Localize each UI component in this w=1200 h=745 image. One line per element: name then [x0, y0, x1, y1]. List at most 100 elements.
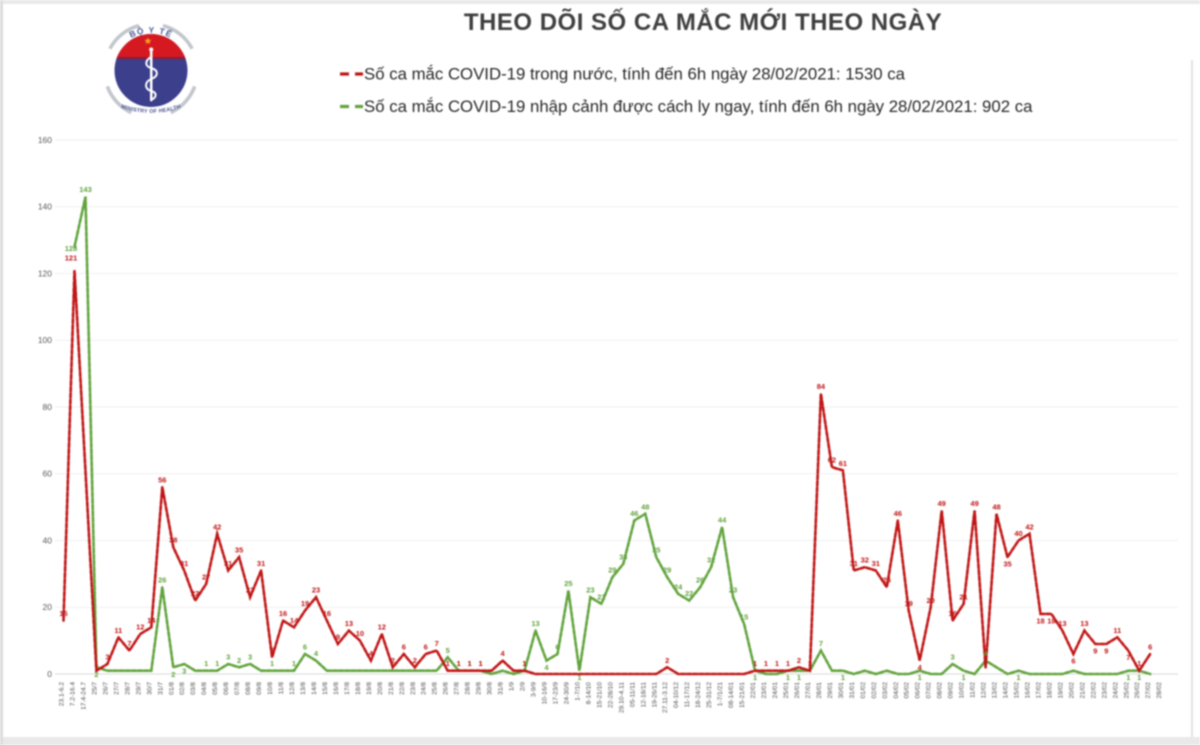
svg-text:32: 32 — [861, 556, 869, 565]
svg-text:29: 29 — [663, 566, 671, 575]
svg-text:1: 1 — [786, 659, 790, 668]
svg-text:25-31/12: 25-31/12 — [706, 682, 713, 708]
svg-text:2: 2 — [237, 656, 241, 665]
svg-text:22/02: 22/02 — [1090, 682, 1097, 699]
svg-text:2/9: 2/9 — [520, 682, 527, 691]
svg-text:18/8: 18/8 — [355, 682, 362, 695]
svg-text:26: 26 — [883, 576, 891, 585]
svg-text:25/7: 25/7 — [91, 682, 98, 695]
svg-text:24: 24 — [674, 582, 683, 591]
svg-text:10/8: 10/8 — [267, 682, 274, 695]
svg-text:07/8: 07/8 — [234, 682, 241, 695]
svg-text:31/7: 31/7 — [157, 682, 164, 695]
svg-text:23/8: 23/8 — [410, 682, 417, 695]
svg-text:28/02: 28/02 — [1156, 682, 1163, 699]
svg-text:9: 9 — [1093, 647, 1097, 656]
svg-text:08/02: 08/02 — [937, 682, 944, 699]
svg-text:21/02: 21/02 — [1079, 682, 1086, 699]
svg-text:27.11-3.12: 27.11-3.12 — [662, 682, 669, 713]
svg-text:1: 1 — [962, 673, 966, 682]
svg-text:11: 11 — [114, 626, 122, 635]
svg-text:1: 1 — [468, 659, 472, 668]
svg-text:1: 1 — [215, 659, 219, 668]
svg-text:5: 5 — [446, 646, 450, 655]
svg-text:1: 1 — [446, 659, 450, 668]
svg-text:1: 1 — [577, 673, 581, 682]
svg-text:17/02: 17/02 — [1036, 682, 1043, 699]
svg-text:1: 1 — [204, 659, 208, 668]
svg-text:22: 22 — [191, 589, 199, 598]
svg-text:7: 7 — [435, 639, 439, 648]
svg-text:16: 16 — [323, 609, 331, 618]
svg-text:3: 3 — [226, 653, 230, 662]
svg-text:27/7: 27/7 — [113, 682, 120, 695]
svg-text:04/8: 04/8 — [201, 682, 208, 695]
svg-text:26: 26 — [696, 576, 704, 585]
svg-text:13: 13 — [1080, 619, 1088, 628]
svg-text:1: 1 — [94, 659, 98, 668]
svg-text:1: 1 — [1126, 673, 1130, 682]
svg-text:1: 1 — [270, 659, 274, 668]
svg-text:42: 42 — [1025, 522, 1033, 531]
svg-text:2: 2 — [94, 670, 98, 679]
svg-text:10/02: 10/02 — [959, 682, 966, 699]
svg-text:1: 1 — [457, 659, 461, 668]
svg-text:4: 4 — [918, 663, 923, 672]
svg-text:22/8: 22/8 — [399, 682, 406, 695]
svg-text:19/8: 19/8 — [366, 682, 373, 695]
svg-text:11: 11 — [1113, 626, 1121, 635]
svg-text:1: 1 — [797, 673, 801, 682]
svg-text:16/02: 16/02 — [1025, 682, 1032, 699]
svg-text:31/01: 31/01 — [849, 682, 856, 699]
svg-text:12: 12 — [378, 623, 386, 632]
svg-text:12/8: 12/8 — [289, 682, 296, 695]
svg-text:1: 1 — [841, 673, 845, 682]
svg-text:6: 6 — [1071, 657, 1075, 666]
svg-text:4: 4 — [369, 649, 374, 658]
svg-text:3: 3 — [182, 667, 186, 676]
svg-text:06/8: 06/8 — [223, 682, 230, 695]
svg-text:18-24/12: 18-24/12 — [695, 682, 702, 708]
svg-text:6: 6 — [1148, 643, 1152, 652]
svg-text:27/8: 27/8 — [454, 682, 461, 695]
svg-text:33: 33 — [619, 552, 627, 561]
svg-text:8-14/10: 8-14/10 — [585, 682, 592, 705]
svg-text:42: 42 — [213, 522, 221, 531]
svg-text:07/02: 07/02 — [926, 682, 933, 699]
svg-text:06/02: 06/02 — [915, 682, 922, 699]
svg-text:21: 21 — [597, 592, 605, 601]
svg-text:32: 32 — [707, 556, 715, 565]
svg-text:04/02: 04/02 — [893, 682, 900, 699]
svg-text:29/01: 29/01 — [827, 682, 834, 699]
svg-text:13: 13 — [531, 619, 539, 628]
svg-text:7: 7 — [127, 639, 131, 648]
svg-text:27: 27 — [202, 572, 210, 581]
svg-text:24/02: 24/02 — [1112, 682, 1119, 699]
svg-text:4: 4 — [501, 649, 506, 658]
svg-text:84: 84 — [817, 382, 826, 391]
svg-text:23: 23 — [246, 586, 254, 595]
svg-text:13/8: 13/8 — [300, 682, 307, 695]
svg-text:16/8: 16/8 — [333, 682, 340, 695]
svg-text:31: 31 — [224, 559, 232, 568]
svg-text:19-26/11: 19-26/11 — [651, 682, 658, 708]
svg-text:61: 61 — [839, 459, 847, 468]
svg-text:04-10/12: 04-10/12 — [673, 682, 680, 708]
svg-text:THEO DÕI SỐ CA MẮC MỚI THEO NG: THEO DÕI SỐ CA MẮC MỚI THEO NGÀY — [464, 8, 942, 36]
svg-text:29: 29 — [608, 566, 616, 575]
svg-text:1: 1 — [522, 659, 526, 668]
svg-text:20: 20 — [43, 602, 53, 612]
svg-text:28/7: 28/7 — [124, 682, 131, 695]
svg-text:25/8: 25/8 — [432, 682, 439, 695]
svg-text:1-7/1/21: 1-7/1/21 — [717, 682, 724, 707]
svg-text:11/02: 11/02 — [970, 682, 977, 698]
svg-text:15/02: 15/02 — [1014, 682, 1021, 699]
svg-text:1: 1 — [479, 659, 483, 668]
svg-text:48: 48 — [641, 502, 649, 511]
svg-text:26/8: 26/8 — [443, 682, 450, 695]
svg-text:14/02: 14/02 — [1003, 682, 1010, 699]
svg-text:29/8: 29/8 — [476, 682, 483, 695]
svg-text:03/02: 03/02 — [882, 682, 889, 699]
svg-text:22: 22 — [685, 589, 693, 598]
svg-text:1/9: 1/9 — [509, 682, 516, 691]
